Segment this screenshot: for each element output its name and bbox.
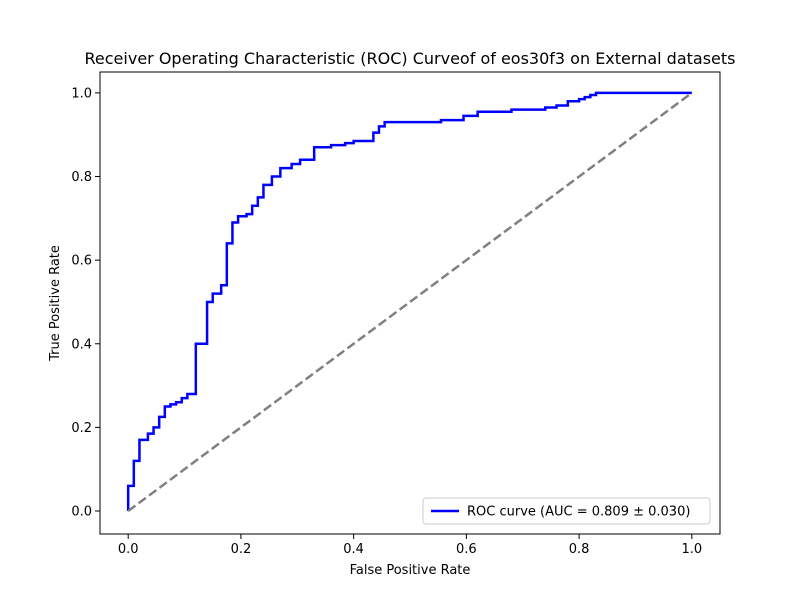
x-tick-label: 0.0 bbox=[118, 542, 139, 557]
x-tick-label: 0.2 bbox=[231, 542, 252, 557]
series-layer bbox=[126, 91, 693, 513]
x-tick-label: 0.6 bbox=[456, 542, 477, 557]
x-axis-label: False Positive Rate bbox=[350, 563, 471, 578]
y-tick-label: 0.6 bbox=[71, 254, 92, 269]
x-tick-label: 0.8 bbox=[569, 542, 590, 557]
y-axis-label: True Positive Rate bbox=[48, 245, 63, 362]
y-tick-label: 0.4 bbox=[71, 337, 92, 352]
y-tick-label: 0.2 bbox=[71, 421, 92, 436]
y-axis: 0.0 0.2 0.4 0.6 0.8 1.0 bbox=[71, 86, 100, 520]
x-tick-label: 1.0 bbox=[681, 542, 702, 557]
legend-entry-label: ROC curve (AUC = 0.809 ± 0.030) bbox=[467, 505, 690, 520]
plot-area bbox=[100, 72, 720, 534]
chart-title: Receiver Operating Characteristic (ROC) … bbox=[85, 49, 736, 68]
y-tick-label: 0.0 bbox=[71, 505, 92, 520]
legend: ROC curve (AUC = 0.809 ± 0.030) bbox=[422, 497, 711, 525]
x-tick-label: 0.4 bbox=[343, 542, 364, 557]
y-tick-label: 1.0 bbox=[71, 86, 92, 101]
y-tick-label: 0.8 bbox=[71, 170, 92, 185]
plot-frame bbox=[99, 71, 721, 535]
roc-curve-line bbox=[126, 91, 692, 511]
legend-box bbox=[422, 497, 711, 525]
x-axis: 0.0 0.2 0.4 0.6 0.8 1.0 bbox=[118, 534, 702, 557]
